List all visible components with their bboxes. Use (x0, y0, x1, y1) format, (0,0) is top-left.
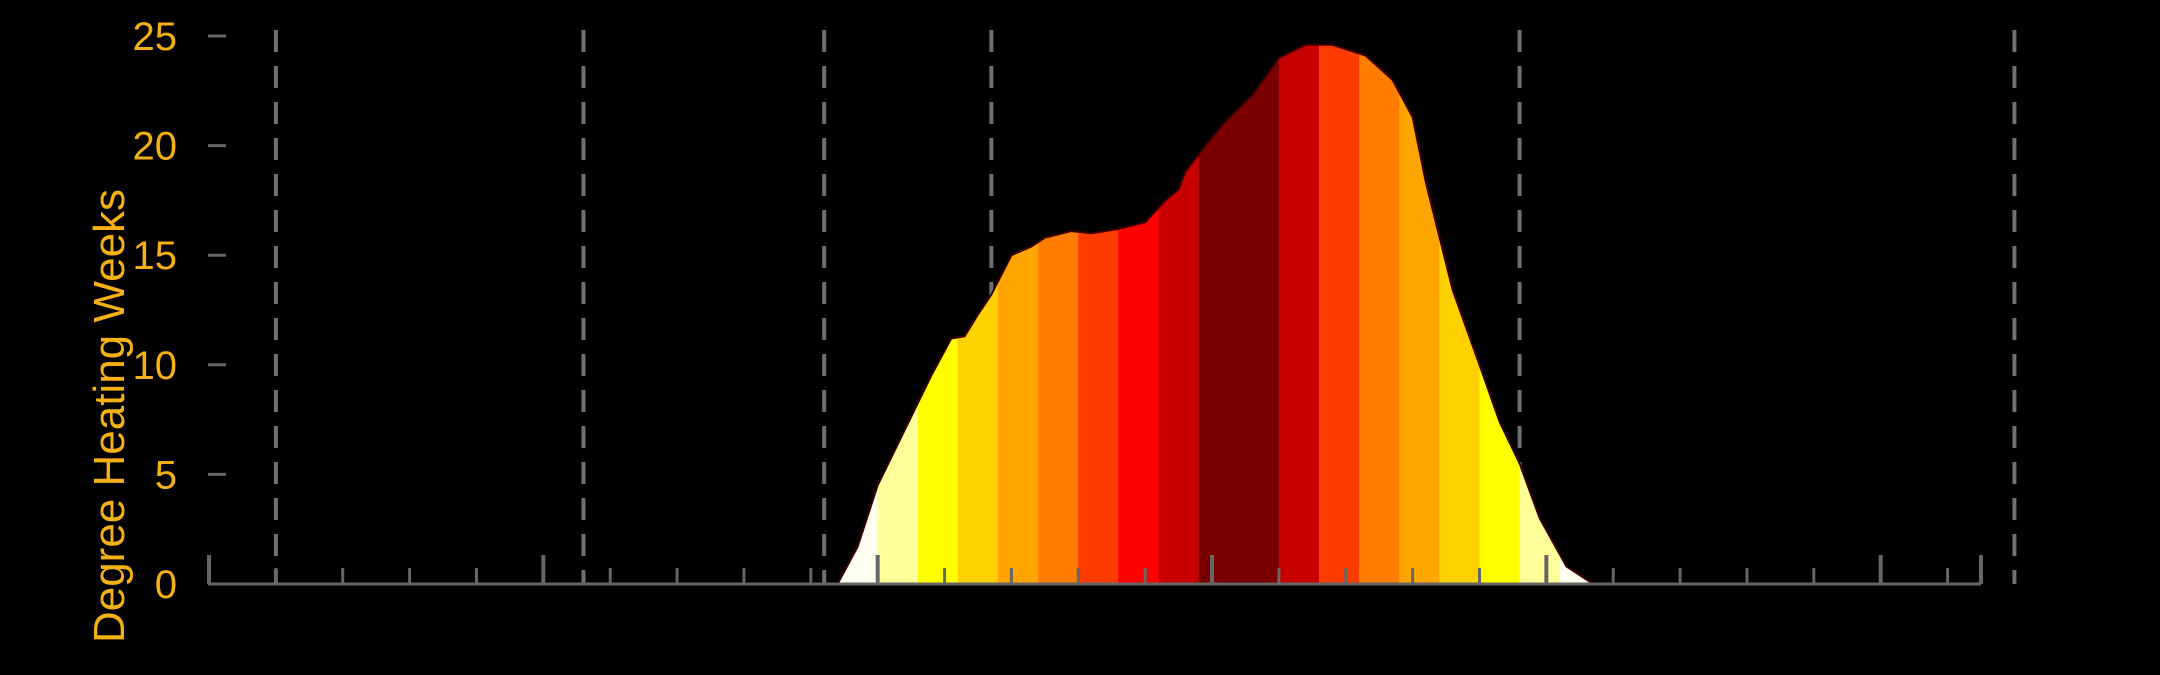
y-tick-label: 0 (155, 563, 177, 607)
y-tick-label: 5 (155, 453, 177, 497)
y-tick-label: 20 (133, 125, 178, 169)
area-color-band (1239, 26, 1280, 584)
y-tick-label: 10 (133, 344, 178, 388)
area-color-band (1359, 26, 1400, 584)
y-tick-label: 15 (133, 234, 178, 278)
y-axis-title: Degree Heating Weeks (85, 189, 134, 643)
area-color-band (1279, 26, 1320, 584)
y-tick-label: 25 (133, 15, 178, 59)
area-color-band (1319, 26, 1360, 584)
